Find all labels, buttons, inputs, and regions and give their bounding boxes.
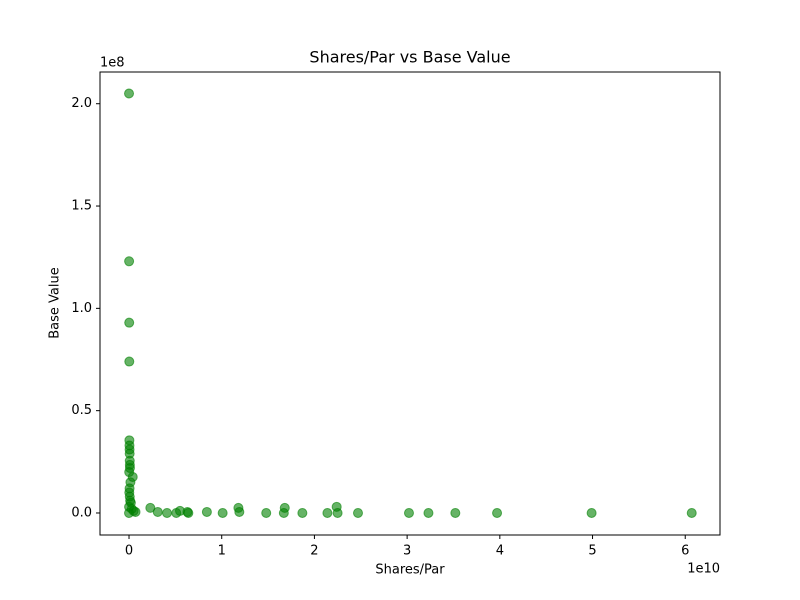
point — [162, 507, 173, 518]
point — [403, 507, 414, 518]
x-tick-label: 6 — [681, 544, 689, 559]
x-tick-label: 4 — [496, 544, 504, 559]
point — [201, 506, 212, 517]
y-tick-label: 0.5 — [71, 403, 92, 418]
point — [124, 317, 135, 328]
point — [332, 507, 343, 518]
point — [423, 507, 434, 518]
x-tick-label: 0 — [125, 544, 133, 559]
x-tick-label: 5 — [588, 544, 596, 559]
point — [686, 507, 697, 518]
y-tick-label: 1.5 — [71, 199, 92, 214]
point — [124, 356, 135, 367]
point — [352, 507, 363, 518]
point — [124, 507, 135, 518]
y-offset-label: 1e8 — [100, 56, 125, 71]
y-tick-label: 2.0 — [71, 96, 92, 111]
y-tick-label: 1.0 — [71, 301, 92, 316]
point — [217, 507, 228, 518]
y-axis-label: Base Value — [48, 267, 63, 339]
point — [322, 507, 333, 518]
point — [586, 507, 597, 518]
point — [124, 256, 135, 267]
point — [261, 507, 272, 518]
point — [279, 502, 290, 513]
y-tick-label: 0.0 — [71, 505, 92, 520]
x-axis-label: Shares/Par — [375, 563, 445, 578]
point — [183, 507, 194, 518]
chart-title: Shares/Par vs Base Value — [309, 48, 510, 67]
point — [492, 507, 503, 518]
x-tick-label: 3 — [403, 544, 411, 559]
x-tick-label: 2 — [310, 544, 318, 559]
point — [297, 507, 308, 518]
x-tick-label: 1 — [218, 544, 226, 559]
point — [124, 88, 135, 99]
point — [450, 507, 461, 518]
plot-frame — [99, 71, 721, 536]
point — [234, 506, 245, 517]
point — [152, 506, 163, 517]
point — [145, 502, 156, 513]
x-offset-label: 1e10 — [687, 562, 720, 577]
